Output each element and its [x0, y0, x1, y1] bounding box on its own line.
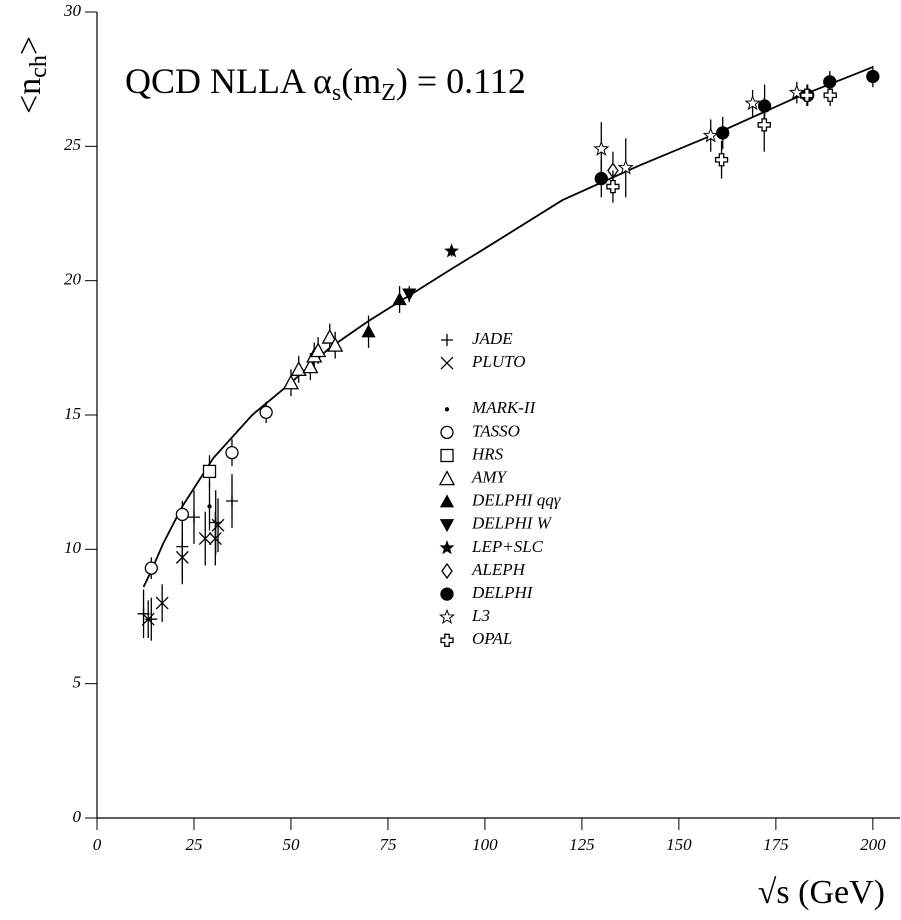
x-tick-label: 50: [282, 835, 300, 854]
marker: [402, 288, 417, 302]
x-tick-label: 150: [666, 835, 692, 854]
annotation: QCD NLLA αs(mZ) = 0.112: [125, 61, 526, 105]
annotation-text: QCD NLLA α: [125, 61, 332, 101]
marker: [744, 94, 761, 111]
marker: [823, 88, 837, 102]
marker: [302, 358, 319, 374]
marker: [225, 494, 238, 507]
legend-marker: [439, 540, 455, 555]
x-axis-label: √s (GeV): [758, 874, 885, 911]
marker: [617, 159, 634, 175]
marker: [207, 504, 212, 509]
marker: [714, 153, 729, 167]
marker: [866, 69, 880, 84]
marker: [788, 84, 805, 100]
annotation-text: ) = 0.112: [396, 61, 526, 101]
legend-label: DELPHI qqγ: [471, 491, 562, 510]
annotation-sub: Z: [381, 80, 396, 106]
legend-marker: [440, 633, 454, 647]
marker: [606, 179, 620, 194]
legend-marker: [440, 448, 454, 463]
marker: [198, 532, 212, 546]
marker: [144, 561, 158, 575]
x-tick-label: 200: [860, 835, 886, 854]
legend-label: DELPHI W: [471, 514, 553, 533]
marker: [202, 464, 217, 479]
marker: [141, 612, 155, 626]
legend-label: LEP+SLC: [471, 537, 544, 556]
legend-marker: [438, 608, 456, 625]
marker: [211, 518, 225, 532]
legend-label: MARK-II: [471, 398, 537, 417]
legend-marker: [438, 470, 456, 486]
y-tick-label: 0: [73, 807, 82, 826]
y-label-text: >: [11, 36, 48, 55]
legend-marker: [441, 334, 453, 346]
legend-label: PLUTO: [471, 352, 526, 371]
x-tick-label: 25: [185, 835, 202, 854]
y-tick-label: 30: [63, 1, 82, 20]
annotation-text: (m: [341, 61, 381, 101]
marker: [444, 243, 460, 258]
marker: [361, 324, 376, 338]
marker: [208, 532, 222, 546]
legend-marker: [440, 356, 454, 370]
legend-marker: [441, 562, 453, 580]
y-tick-label: 20: [64, 270, 82, 289]
legend-label: ALEPH: [471, 560, 527, 579]
marker: [716, 126, 730, 140]
annotation-sub: s: [332, 80, 341, 106]
legend-label: L3: [471, 606, 490, 625]
legend-label: HRS: [471, 444, 504, 463]
marker: [290, 360, 307, 376]
legend-label: AMY: [471, 468, 508, 487]
legend-label: JADE: [472, 329, 513, 348]
marker: [175, 507, 189, 522]
marker: [175, 550, 189, 564]
x-tick-label: 125: [569, 835, 595, 854]
x-tick-label: 100: [472, 835, 498, 854]
legend-marker: [439, 519, 455, 533]
y-tick-label: 5: [73, 673, 82, 692]
y-label-sub: ch: [26, 55, 52, 78]
y-tick-label: 25: [64, 135, 81, 154]
marker: [321, 328, 338, 344]
marker: [702, 127, 719, 143]
marker: [310, 342, 327, 358]
legend-marker: [444, 407, 450, 412]
marker: [757, 118, 771, 132]
x-tick-label: 175: [763, 835, 789, 854]
marker: [145, 613, 158, 626]
legend-marker: [439, 494, 455, 508]
marker: [392, 292, 407, 306]
legend-marker: [440, 425, 454, 440]
legend-label: TASSO: [472, 421, 520, 440]
marker: [800, 88, 814, 102]
y-axis-label: <nch>: [11, 36, 52, 114]
x-tick-label: 0: [93, 835, 102, 854]
legend-label: DELPHI: [471, 583, 534, 602]
y-label-text: <n: [11, 78, 48, 114]
marker: [225, 445, 239, 460]
marker: [327, 336, 344, 352]
legend-label: OPAL: [472, 629, 512, 648]
y-tick-label: 10: [64, 538, 82, 557]
marker: [259, 405, 273, 419]
marker: [155, 596, 169, 610]
x-tick-label: 75: [379, 835, 396, 854]
legend-marker: [440, 587, 454, 601]
marker: [593, 140, 610, 156]
marker: [282, 374, 300, 390]
y-tick-label: 15: [64, 404, 81, 423]
marker: [187, 511, 200, 524]
